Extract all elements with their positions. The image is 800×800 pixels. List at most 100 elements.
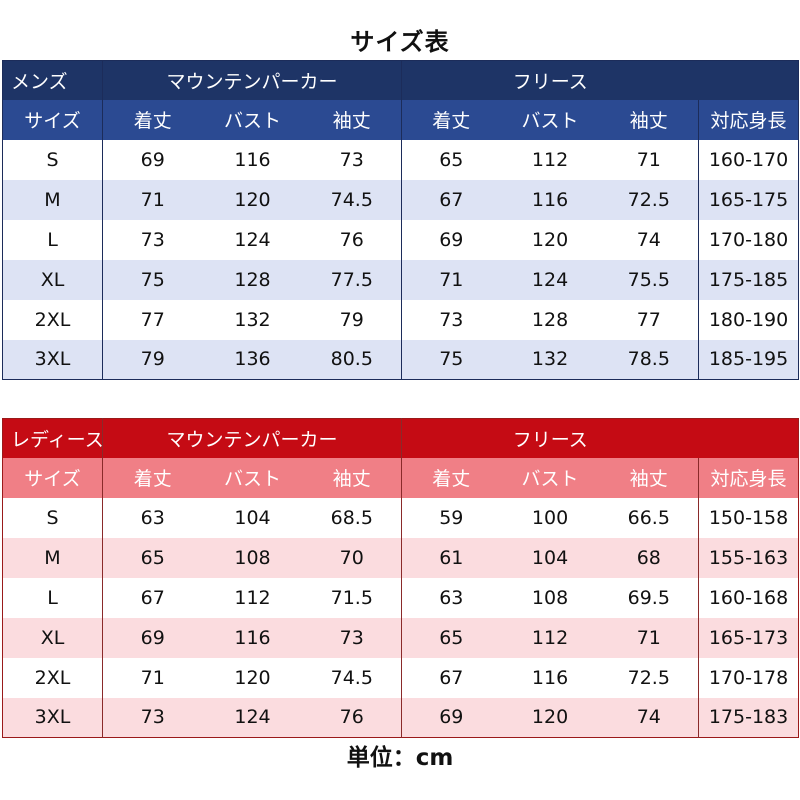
- table-cell: 104: [500, 537, 600, 578]
- table-row: L 67 112 71.5 63 108 69.5 160-168: [2, 577, 799, 618]
- size-cell: M: [2, 179, 103, 220]
- table-cell: 59: [401, 497, 501, 538]
- table-cell: 70: [302, 537, 403, 578]
- table-cell: 112: [202, 577, 303, 618]
- ladies-group-fleece: フリース: [401, 418, 699, 458]
- table-cell: 155-163: [698, 537, 799, 578]
- table-cell: 112: [500, 139, 600, 180]
- table-cell: 100: [500, 497, 600, 538]
- ladies-size-table: レディース マウンテンパーカー フリース サイズ 着丈 バスト 袖丈 着丈 バス…: [2, 418, 800, 738]
- table-cell: 74.5: [302, 657, 403, 698]
- table-cell: 170-180: [698, 219, 799, 260]
- table-cell: 65: [102, 537, 203, 578]
- size-cell: L: [2, 577, 103, 618]
- table-cell: 104: [202, 497, 303, 538]
- page-title: サイズ表: [350, 28, 450, 56]
- ladies-category-label: レディース: [2, 418, 103, 458]
- table-cell: 79: [102, 339, 203, 380]
- table-cell: 165-173: [698, 617, 799, 658]
- table-row: 3XL 79 136 80.5 75 132 78.5 185-195: [2, 339, 799, 380]
- table-cell: 63: [401, 577, 501, 618]
- size-cell: 2XL: [2, 657, 103, 698]
- table-cell: 73: [102, 697, 203, 738]
- table-cell: 160-168: [698, 577, 799, 618]
- table-cell: 80.5: [302, 339, 403, 380]
- mens-group-mountain-parka: マウンテンパーカー: [102, 60, 403, 100]
- table-cell: 71: [102, 179, 203, 220]
- table-cell: 61: [401, 537, 501, 578]
- table-cell: 67: [401, 657, 501, 698]
- header-bust: バスト: [202, 457, 303, 498]
- header-length: 着丈: [401, 457, 501, 498]
- table-cell: 132: [202, 299, 303, 340]
- header-length: 着丈: [102, 457, 203, 498]
- table-cell: 120: [500, 697, 600, 738]
- table-row: M 65 108 70 61 104 68 155-163: [2, 537, 799, 578]
- mens-group-fleece: フリース: [401, 60, 699, 100]
- table-cell: 120: [500, 219, 600, 260]
- table-cell: 71: [401, 259, 501, 300]
- size-cell: L: [2, 219, 103, 260]
- table-row: L 73 124 76 69 120 74 170-180: [2, 219, 799, 260]
- table-cell: 136: [202, 339, 303, 380]
- table-cell: 165-175: [698, 179, 799, 220]
- table-cell: 74.5: [302, 179, 403, 220]
- table-cell: 71.5: [302, 577, 403, 618]
- header-sleeve: 袖丈: [599, 99, 700, 140]
- table-cell: 73: [102, 219, 203, 260]
- header-sleeve: 袖丈: [599, 457, 700, 498]
- unit-label: 単位：cm: [346, 745, 454, 771]
- size-cell: 3XL: [2, 697, 103, 738]
- table-cell: 175-185: [698, 259, 799, 300]
- size-cell: 3XL: [2, 339, 103, 380]
- header-bust: バスト: [500, 457, 600, 498]
- table-cell: 78.5: [599, 339, 700, 380]
- header-sleeve: 袖丈: [302, 99, 403, 140]
- table-cell: 77: [102, 299, 203, 340]
- table-cell: 73: [302, 139, 403, 180]
- table-cell: 69: [102, 617, 203, 658]
- table-cell: 65: [401, 139, 501, 180]
- table-row: S 63 104 68.5 59 100 66.5 150-158: [2, 497, 799, 538]
- table-cell: 71: [599, 617, 700, 658]
- table-cell: 73: [302, 617, 403, 658]
- table-cell: 116: [202, 139, 303, 180]
- table-cell: 67: [102, 577, 203, 618]
- table-cell: 77: [599, 299, 700, 340]
- size-cell: XL: [2, 617, 103, 658]
- mens-size-table: メンズ マウンテンパーカー フリース サイズ 着丈 バスト 袖丈 着丈 バスト …: [2, 60, 800, 380]
- size-cell: S: [2, 139, 103, 180]
- table-cell: 74: [599, 219, 700, 260]
- table-cell: 132: [500, 339, 600, 380]
- size-cell: S: [2, 497, 103, 538]
- header-sleeve: 袖丈: [302, 457, 403, 498]
- size-cell: M: [2, 537, 103, 578]
- table-cell: 67: [401, 179, 501, 220]
- table-cell: 116: [500, 179, 600, 220]
- table-cell: 75: [102, 259, 203, 300]
- table-row: 2XL 77 132 79 73 128 77 180-190: [2, 299, 799, 340]
- table-cell: 180-190: [698, 299, 799, 340]
- table-cell: 72.5: [599, 657, 700, 698]
- table-row: M 71 120 74.5 67 116 72.5 165-175: [2, 179, 799, 220]
- table-cell: 72.5: [599, 179, 700, 220]
- header-size: サイズ: [2, 99, 103, 140]
- table-cell: 76: [302, 219, 403, 260]
- table-row: XL 69 116 73 65 112 71 165-173: [2, 617, 799, 658]
- table-cell: 116: [202, 617, 303, 658]
- table-cell: 124: [202, 697, 303, 738]
- ladies-table-body: S 63 104 68.5 59 100 66.5 150-158 M 65 108 70 61 104 6…: [2, 497, 799, 738]
- table-cell: 120: [202, 657, 303, 698]
- table-row: S 69 116 73 65 112 71 160-170: [2, 139, 799, 180]
- header-length: 着丈: [401, 99, 501, 140]
- mens-category-label: メンズ: [2, 60, 103, 100]
- table-cell: 68.5: [302, 497, 403, 538]
- header-bust: バスト: [202, 99, 303, 140]
- header-bust: バスト: [500, 99, 600, 140]
- table-row: 3XL 73 124 76 69 120 74 175-183: [2, 697, 799, 738]
- table-cell: 69: [102, 139, 203, 180]
- table-cell: 128: [500, 299, 600, 340]
- table-cell: 124: [500, 259, 600, 300]
- table-cell: 185-195: [698, 339, 799, 380]
- header-length: 着丈: [102, 99, 203, 140]
